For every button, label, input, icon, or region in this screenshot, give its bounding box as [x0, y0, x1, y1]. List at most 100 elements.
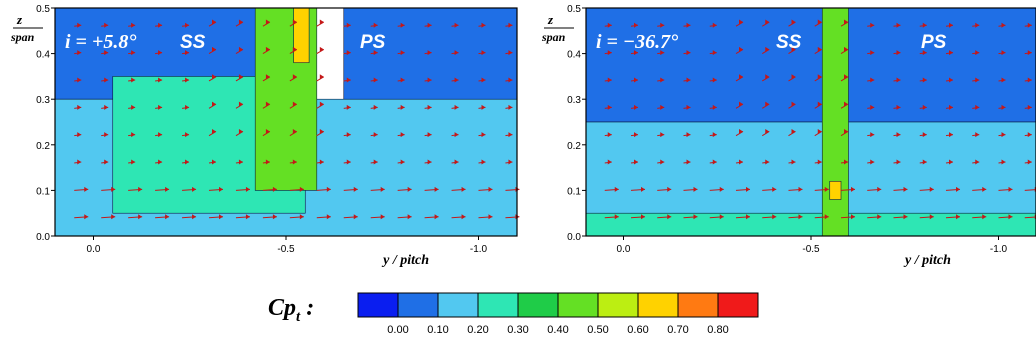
velocity-arrowhead	[765, 101, 770, 107]
velocity-arrowhead	[373, 77, 378, 83]
velocity-arrowhead	[454, 159, 459, 165]
velocity-vector	[1024, 216, 1036, 219]
velocity-arrowhead	[949, 77, 953, 83]
velocity-arrowhead	[607, 77, 612, 83]
velocity-arrowhead	[949, 104, 953, 110]
velocity-arrowhead	[346, 22, 351, 28]
velocity-arrowhead	[346, 104, 351, 110]
velocity-arrowhead	[212, 128, 216, 134]
velocity-arrowhead	[798, 214, 803, 220]
velocity-arrowhead	[607, 22, 612, 28]
velocity-arrowhead	[461, 214, 466, 220]
velocity-arrowhead	[791, 101, 796, 107]
velocity-arrowhead	[238, 74, 243, 80]
velocity-arrowhead	[851, 186, 855, 192]
velocity-arrowhead	[956, 186, 960, 192]
velocity-arrowhead	[238, 19, 243, 25]
velocity-arrowhead	[929, 214, 934, 220]
velocity-arrowhead	[870, 50, 875, 56]
velocity-arrowhead	[824, 214, 829, 220]
velocity-arrowhead	[508, 77, 513, 83]
velocity-arrowhead	[614, 214, 619, 220]
velocity-arrowhead	[667, 214, 672, 220]
x-tick-label: -1.0	[990, 244, 1008, 255]
velocity-arrowhead	[104, 159, 109, 165]
x-tick-label: -0.5	[277, 244, 295, 255]
colorbar-tick-label: 0.10	[427, 324, 448, 336]
colorbar-bin	[597, 292, 639, 318]
velocity-arrowhead	[245, 214, 250, 220]
velocity-arrowhead	[265, 74, 270, 80]
panel-right: 0.0 0.1 0.2 0.3 0.4 0.5 0.0 -0.5 -1.0 y / pitch zs…	[541, 4, 1036, 268]
velocity-arrowhead	[158, 77, 163, 83]
velocity-arrowhead	[844, 128, 848, 134]
y-tick-label: 0.3	[567, 95, 581, 106]
velocity-arrowhead	[1001, 104, 1006, 110]
velocity-arrowhead	[481, 132, 486, 138]
colorbar-tick-label: 0.70	[667, 324, 688, 336]
velocity-arrowhead	[481, 50, 486, 56]
velocity-arrowhead	[660, 159, 665, 165]
panel-left: 0.0 0.1 0.2 0.3 0.4 0.5 0.0 -0.5 -1.0 y / pitch zs…	[10, 4, 520, 268]
velocity-arrowhead	[712, 159, 717, 165]
pressure-side-label: PS	[921, 32, 947, 53]
velocity-arrowhead	[956, 214, 960, 220]
velocity-arrowhead	[634, 22, 638, 28]
velocity-arrowhead	[104, 50, 109, 56]
velocity-arrowhead	[719, 186, 724, 192]
velocity-arrowhead	[238, 128, 243, 134]
velocity-arrowhead	[407, 214, 412, 220]
velocity-arrowhead	[844, 19, 848, 25]
velocity-arrowhead	[373, 132, 378, 138]
velocity-arrowhead	[212, 19, 216, 25]
velocity-arrowhead	[791, 159, 796, 165]
colorbar-label: Cpt :	[268, 295, 314, 325]
velocity-arrowhead	[922, 159, 927, 165]
velocity-arrowhead	[791, 74, 796, 80]
y-axis-label-numerator: z	[547, 12, 554, 27]
y-tick-label: 0.0	[36, 232, 50, 243]
velocity-arrowhead	[739, 74, 743, 80]
velocity-arrowhead	[454, 22, 459, 28]
velocity-arrowhead	[844, 46, 848, 52]
y-tick-label: 0.4	[567, 50, 581, 61]
velocity-arrowhead	[686, 77, 691, 83]
velocity-arrowhead	[817, 74, 822, 80]
velocity-arrowhead	[104, 104, 109, 110]
velocity-arrowhead	[400, 77, 405, 83]
velocity-arrowhead	[185, 104, 190, 110]
y-tick-label: 0.0	[567, 232, 581, 243]
velocity-arrowhead	[975, 77, 980, 83]
velocity-arrowhead	[641, 214, 645, 220]
velocity-arrowhead	[1001, 22, 1006, 28]
colorbar-tick-label: 0.80	[707, 324, 728, 336]
contour-panels: 0.00.10.20.30.40.50.0 -0.5 -1.0y / pitchzs…	[10, 4, 1036, 268]
velocity-arrowhead	[131, 22, 136, 28]
velocity-arrowhead	[138, 214, 143, 220]
velocity-arrowhead	[427, 50, 432, 56]
velocity-arrowhead	[817, 46, 822, 52]
velocity-arrowhead	[400, 22, 405, 28]
velocity-arrowhead	[427, 159, 432, 165]
colorbar-bins	[357, 292, 759, 318]
x-tick-label: 0.0	[87, 244, 101, 255]
velocity-arrowhead	[265, 46, 270, 52]
velocity-arrowhead	[185, 22, 190, 28]
y-tick-label: 0.5	[567, 4, 581, 15]
velocity-arrowhead	[975, 22, 980, 28]
velocity-arrowhead	[508, 159, 513, 165]
colorbar-label-main: Cp	[268, 295, 296, 321]
velocity-arrowhead	[192, 186, 197, 192]
velocity-arrowhead	[896, 77, 901, 83]
velocity-arrowhead	[1001, 159, 1006, 165]
velocity-vectors	[604, 19, 1036, 220]
contour-region-0	[585, 7, 1036, 123]
velocity-arrowhead	[693, 214, 698, 220]
x-tick-label: 0.0	[617, 244, 631, 255]
velocity-arrowhead	[346, 50, 351, 56]
y-tick-label: 0.1	[567, 186, 581, 197]
velocity-arrowhead	[400, 104, 405, 110]
velocity-arrowhead	[817, 19, 822, 25]
velocity-arrowhead	[634, 159, 638, 165]
y-tick-label: 0.5	[36, 4, 50, 15]
